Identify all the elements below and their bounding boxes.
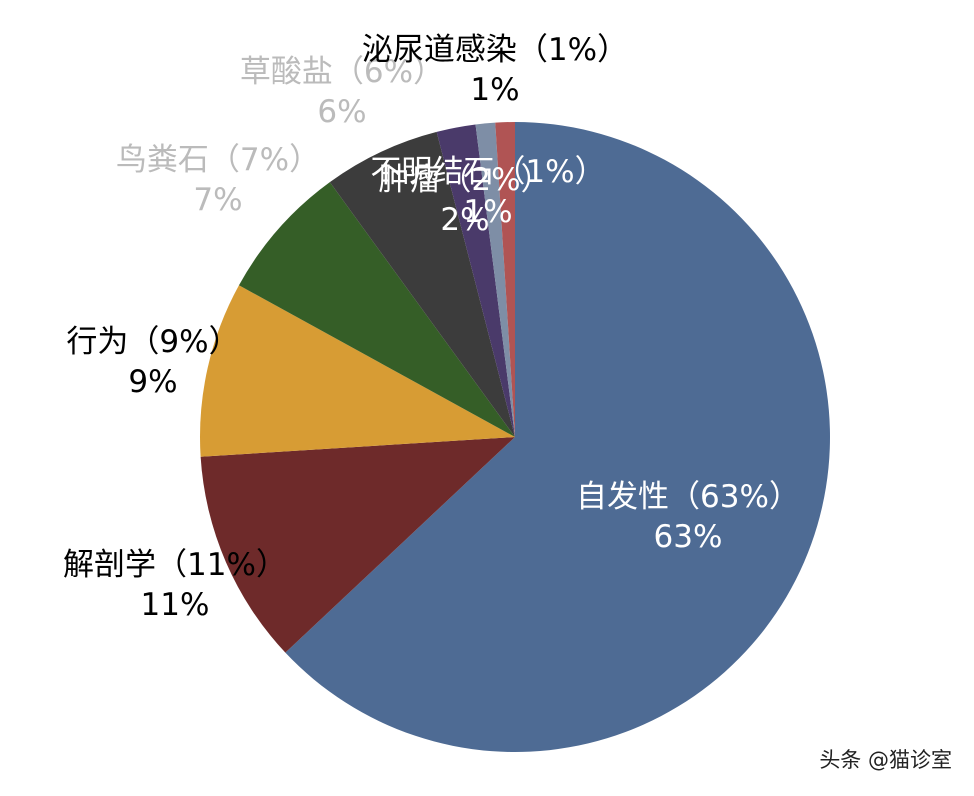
slice-label: 解剖学（11%） (63, 547, 287, 583)
slice-value-label: 7% (193, 182, 242, 218)
slice-label: 不明结石（1%） (370, 154, 605, 190)
pie-slices (199, 122, 830, 752)
slice-value-label: 2% (440, 202, 489, 238)
slice-value-label: 9% (128, 364, 177, 400)
pie-slice (495, 122, 515, 437)
slice-label: 草酸盐（6%） (240, 54, 444, 90)
slice-label: 行为（9%） (66, 324, 239, 360)
pie-slice (329, 131, 515, 437)
slice-label: 鸟粪石（7%） (116, 142, 320, 178)
pie-slice (285, 122, 830, 752)
slice-value-label: 11% (141, 587, 210, 623)
pie-slice (475, 122, 515, 438)
slice-value-label: 6% (317, 94, 366, 130)
slice-value-label: 1% (470, 72, 519, 108)
slice-label: 自发性（63%） (576, 479, 800, 515)
pie-slice (238, 182, 515, 437)
slice-value-label: 63% (654, 519, 723, 555)
pie-slice (199, 285, 515, 457)
pie-labels: 自发性（63%） 63% 解剖学（11%） 11% 行为（9%） 9% 鸟粪石（7%） 7% 草… (63, 32, 800, 623)
pie-slice (200, 437, 515, 653)
pie-slice (436, 124, 515, 437)
watermark: 头条 @猫诊室 (819, 748, 952, 772)
slice-label: 肿瘤（2%） (378, 162, 551, 198)
slice-label: 泌尿道感染（1%） (362, 32, 628, 68)
slice-value-label: 1% (463, 194, 512, 230)
